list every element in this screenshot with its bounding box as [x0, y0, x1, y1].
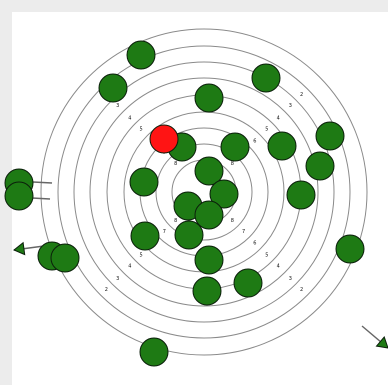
arrow-icon	[361, 325, 388, 349]
ring-score-label: 7	[242, 229, 245, 235]
green-ball[interactable]	[98, 73, 128, 103]
green-ball[interactable]	[267, 131, 297, 161]
green-ball[interactable]	[305, 151, 335, 181]
target-ring	[73, 61, 335, 323]
green-ball[interactable]	[335, 234, 365, 264]
green-ball[interactable]	[233, 268, 263, 298]
ring-score-label: 5	[140, 127, 143, 133]
balls	[4, 40, 365, 367]
green-ball[interactable]	[4, 181, 34, 211]
green-ball[interactable]	[286, 180, 316, 210]
green-ball[interactable]	[194, 245, 224, 275]
green-ball[interactable]	[220, 132, 250, 162]
green-ball[interactable]	[315, 121, 345, 151]
ring-score-label: 7	[163, 229, 166, 235]
target-ring	[57, 45, 351, 339]
ring-score-label: 2	[300, 92, 303, 98]
ring-score-labels: 8765432876543287654328765432	[105, 92, 303, 293]
green-ball[interactable]	[174, 220, 204, 250]
ring-score-label: 4	[277, 264, 280, 270]
ring-score-label: 3	[116, 276, 119, 282]
green-ball[interactable]	[192, 276, 222, 306]
ring-score-label: 5	[265, 127, 268, 133]
ring-score-label: 8	[174, 161, 177, 167]
ring-score-label: 4	[277, 115, 280, 121]
green-ball[interactable]	[209, 179, 239, 209]
ring-score-label: 5	[140, 252, 143, 258]
target-rings	[40, 28, 368, 356]
ring-score-label: 8	[231, 161, 234, 167]
ring-score-label: 4	[128, 264, 131, 270]
ring-score-label: 2	[105, 287, 108, 293]
target-ring	[155, 143, 253, 241]
green-ball[interactable]	[126, 40, 156, 70]
ring-score-label: 3	[116, 103, 119, 109]
target-ring	[89, 77, 319, 307]
ring-score-label: 6	[253, 240, 256, 246]
green-ball[interactable]	[194, 156, 224, 186]
ring-score-label: 2	[300, 287, 303, 293]
ring-score-label: 3	[289, 276, 292, 282]
ring-score-label: 3	[289, 103, 292, 109]
green-ball[interactable]	[129, 167, 159, 197]
green-ball[interactable]	[194, 83, 224, 113]
target-ring	[40, 28, 368, 356]
ring-score-label: 4	[128, 115, 131, 121]
red-ball[interactable]	[149, 124, 179, 154]
green-ball[interactable]	[130, 221, 160, 251]
ring-score-label: 5	[265, 252, 268, 258]
green-ball[interactable]	[251, 63, 281, 93]
ring-score-label: 8	[231, 218, 234, 224]
ring-score-label: 8	[174, 218, 177, 224]
arrow-icon	[13, 241, 45, 256]
green-ball[interactable]	[139, 337, 169, 367]
green-ball[interactable]	[50, 243, 80, 273]
green-ball[interactable]	[194, 200, 224, 230]
ring-score-label: 6	[253, 139, 256, 145]
